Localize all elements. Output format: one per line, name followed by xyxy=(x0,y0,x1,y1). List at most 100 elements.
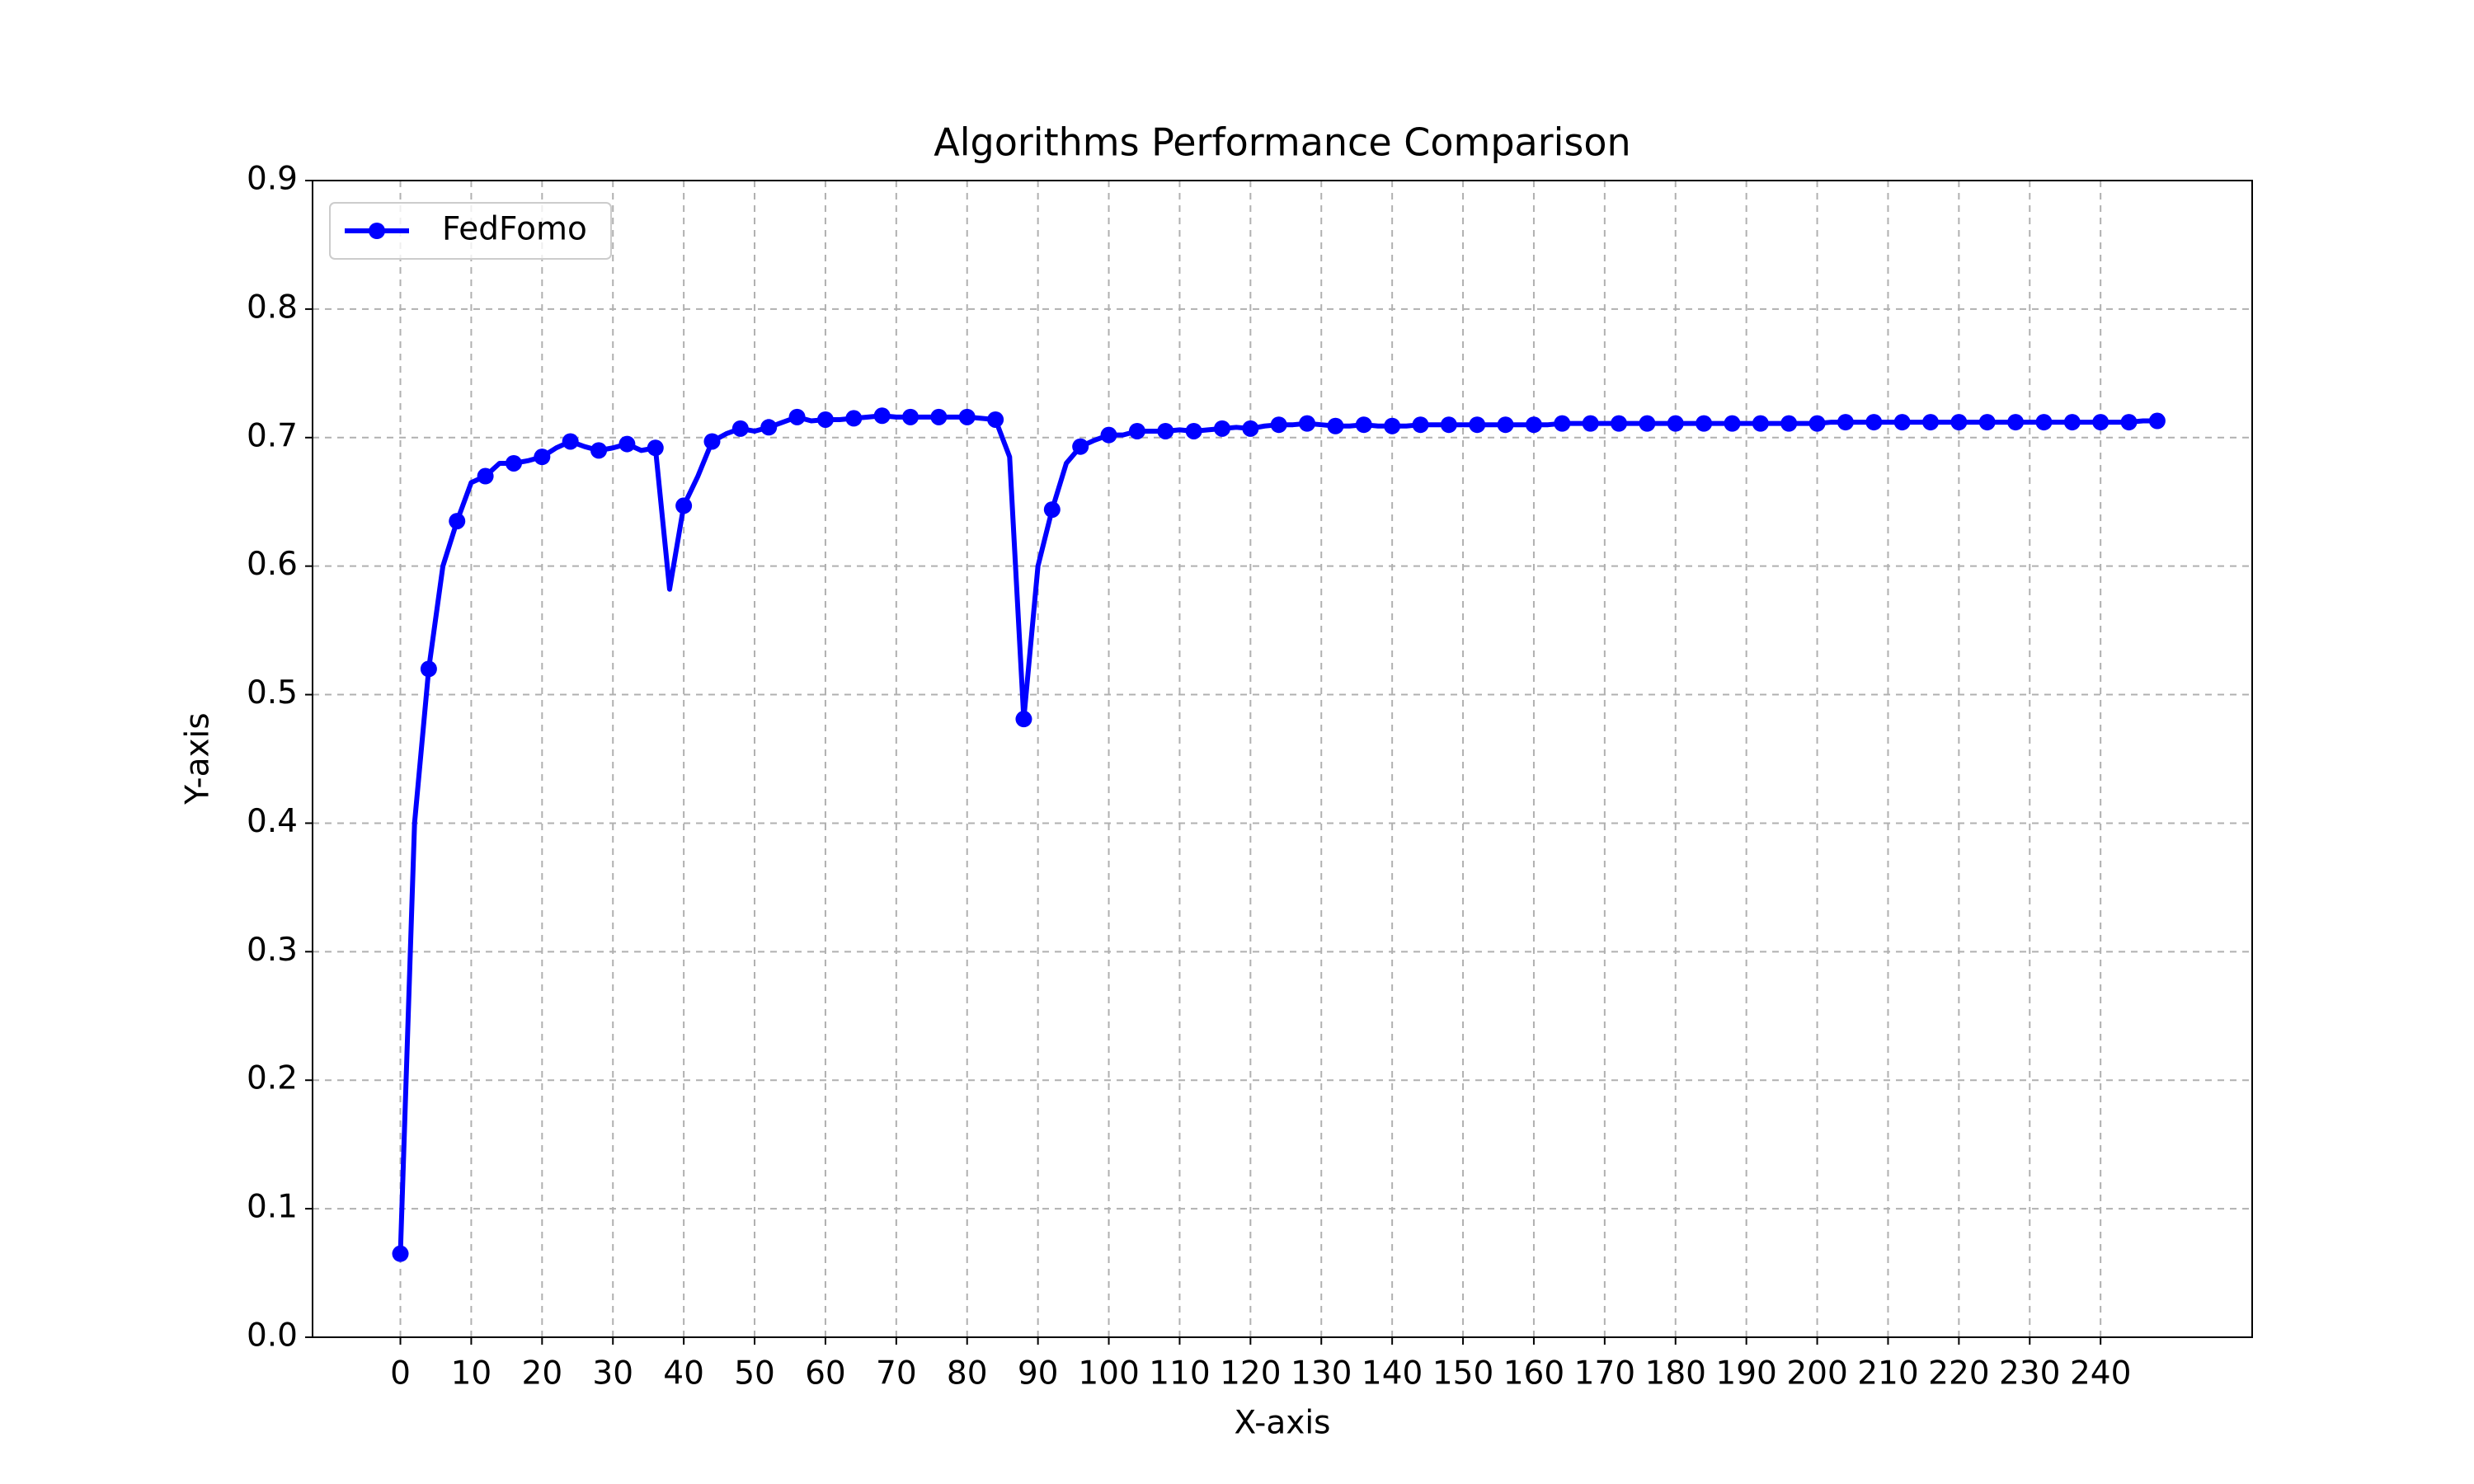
x-tick-label: 170 xyxy=(1574,1355,1635,1392)
x-tick-label: 130 xyxy=(1291,1355,1352,1392)
data-point xyxy=(788,408,806,425)
x-tick-label: 200 xyxy=(1786,1355,1847,1392)
data-point xyxy=(1242,420,1259,437)
data-point xyxy=(2007,414,2025,431)
y-tick-label: 0.1 xyxy=(247,1189,298,1226)
x-tick-label: 110 xyxy=(1149,1355,1210,1392)
x-tick-label: 190 xyxy=(1715,1355,1776,1392)
data-point xyxy=(1299,415,1316,432)
legend-marker xyxy=(369,223,385,239)
data-point xyxy=(477,467,494,485)
data-point xyxy=(1157,422,1174,439)
data-point xyxy=(1696,415,1713,432)
x-tick-label: 150 xyxy=(1432,1355,1493,1392)
x-tick-label: 30 xyxy=(592,1355,633,1392)
data-point xyxy=(1554,415,1571,432)
x-tick-label: 50 xyxy=(734,1355,775,1392)
legend-box xyxy=(329,202,612,260)
data-point xyxy=(760,419,778,436)
x-tick-label: 10 xyxy=(451,1355,492,1392)
x-tick-label: 40 xyxy=(663,1355,704,1392)
data-point xyxy=(505,454,522,472)
x-tick-label: 230 xyxy=(1999,1355,2060,1392)
x-tick-label: 80 xyxy=(947,1355,988,1392)
y-tick-label: 0.4 xyxy=(247,803,298,840)
data-point xyxy=(1808,415,1826,432)
data-point xyxy=(1893,414,1911,431)
data-point xyxy=(2120,414,2138,431)
x-tick-label: 220 xyxy=(1928,1355,1989,1392)
data-point xyxy=(930,408,948,425)
y-tick-label: 0.6 xyxy=(247,546,298,583)
data-point xyxy=(2092,414,2109,431)
data-point xyxy=(1412,416,1429,434)
data-point xyxy=(1128,422,1145,439)
data-point xyxy=(1724,415,1741,432)
data-point xyxy=(1611,415,1628,432)
data-point xyxy=(1355,416,1372,434)
x-tick-label: 140 xyxy=(1362,1355,1423,1392)
data-point xyxy=(449,513,466,530)
x-tick-label: 70 xyxy=(876,1355,917,1392)
data-point xyxy=(1950,414,1968,431)
data-point xyxy=(1384,417,1401,434)
data-point xyxy=(987,411,1004,428)
x-tick-label: 160 xyxy=(1503,1355,1564,1392)
data-point xyxy=(1582,415,1599,432)
x-tick-label: 0 xyxy=(390,1355,411,1392)
x-tick-label: 120 xyxy=(1220,1355,1281,1392)
data-point xyxy=(1440,416,1457,434)
y-axis-label: Y-axis xyxy=(180,712,217,805)
y-tick-label: 0.3 xyxy=(247,932,298,969)
data-point xyxy=(1978,414,1996,431)
y-tick-label: 0.9 xyxy=(247,161,298,198)
data-point xyxy=(1100,426,1117,444)
data-point xyxy=(1780,415,1798,432)
data-point xyxy=(2148,412,2166,430)
y-tick-label: 0.5 xyxy=(247,674,298,711)
x-axis-label: X-axis xyxy=(1235,1405,1331,1442)
data-point xyxy=(675,497,693,514)
data-point xyxy=(1469,416,1486,434)
y-tick-label: 0.8 xyxy=(247,289,298,326)
data-point xyxy=(647,439,664,457)
data-point xyxy=(731,420,749,437)
data-point xyxy=(1072,438,1089,455)
data-point xyxy=(873,407,891,425)
data-point xyxy=(1015,711,1032,728)
y-tick-label: 0.7 xyxy=(247,417,298,454)
x-tick-label: 60 xyxy=(805,1355,846,1392)
data-point xyxy=(420,660,437,678)
data-point xyxy=(1043,501,1061,519)
x-tick-label: 180 xyxy=(1645,1355,1706,1392)
data-point xyxy=(1497,416,1514,434)
data-point xyxy=(2035,414,2053,431)
plot-frame xyxy=(312,180,2253,1338)
data-point xyxy=(1185,422,1202,439)
x-tick-label: 210 xyxy=(1857,1355,1918,1392)
data-point xyxy=(562,433,579,450)
data-point xyxy=(1667,415,1684,432)
data-point xyxy=(392,1245,409,1262)
data-point xyxy=(703,433,721,450)
data-point xyxy=(845,410,863,427)
legend: FedFomo xyxy=(329,202,612,260)
legend-label: FedFomo xyxy=(442,211,587,248)
x-tick-label: 100 xyxy=(1078,1355,1139,1392)
data-point xyxy=(1327,417,1344,434)
data-point xyxy=(590,442,608,459)
x-tick-label: 240 xyxy=(2070,1355,2131,1392)
data-point xyxy=(1270,416,1287,434)
y-tick-label: 0.2 xyxy=(247,1060,298,1097)
x-tick-label: 90 xyxy=(1018,1355,1059,1392)
data-point xyxy=(618,435,636,453)
data-point xyxy=(1922,414,1940,431)
data-point xyxy=(1525,416,1542,434)
data-point xyxy=(816,411,834,428)
data-point xyxy=(1837,414,1854,431)
data-point xyxy=(534,448,551,466)
y-tick-label: 0.0 xyxy=(247,1317,298,1355)
data-point xyxy=(1865,414,1883,431)
chart-title: Algorithms Performance Comparison xyxy=(934,120,1630,165)
x-tick-label: 20 xyxy=(522,1355,563,1392)
